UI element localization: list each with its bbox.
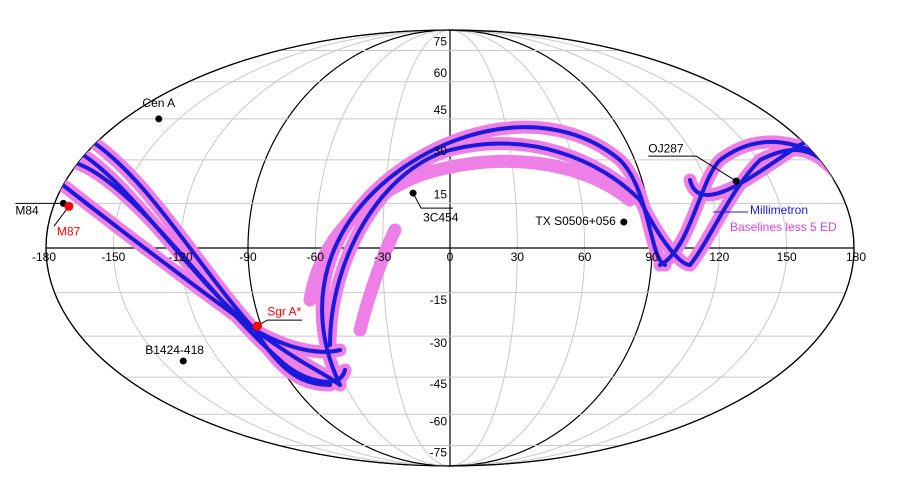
source-marker	[620, 218, 628, 226]
lon-tick-label: 60	[578, 250, 592, 264]
track-lines	[48, 125, 852, 387]
lon-tick-label: 90	[645, 250, 659, 264]
source-marker	[64, 201, 74, 211]
source-label: OJ287	[648, 141, 684, 155]
source-label: M87	[57, 224, 81, 238]
lat-tick-label: -45	[430, 377, 448, 391]
source-label: Sgr A*	[267, 304, 301, 318]
lon-tick-label: -60	[307, 250, 325, 264]
track-halo	[303, 154, 637, 307]
track	[58, 158, 347, 384]
lat-tick-label: -75	[430, 446, 448, 460]
source-label: M84	[15, 204, 39, 218]
legend: Millimetron Baselines less 5 ED	[713, 203, 837, 234]
track	[328, 141, 692, 347]
lon-tick-label: -120	[169, 250, 193, 264]
lat-tick-label: 15	[434, 188, 448, 202]
source-marker	[179, 357, 187, 365]
lat-tick-label: 75	[434, 35, 448, 49]
source-marker	[409, 189, 417, 197]
track	[658, 139, 852, 267]
graticule	[45, 29, 855, 467]
legend-label: Baselines less 5 ED	[730, 220, 837, 234]
lon-tick-label: 180	[846, 250, 866, 264]
lon-tick-label: 0	[447, 250, 454, 264]
source-label: B1424-418	[145, 343, 204, 357]
labels: -180 -150 -120 -90 -60 -30 0 30 60 90 120 150 180 75 6…	[32, 35, 866, 460]
track	[88, 138, 332, 387]
map-border	[45, 29, 855, 467]
source-marker	[732, 177, 740, 185]
lat-tick-label: 30	[434, 144, 448, 158]
lat-tick-label: -30	[430, 336, 448, 350]
source-marker	[155, 115, 163, 123]
lon-tick-label: 120	[709, 250, 729, 264]
source-label: 3C454	[423, 210, 459, 224]
source-label: Cen A	[142, 96, 175, 110]
lat-tick-label: -15	[430, 293, 448, 307]
legend-label: Millimetron	[750, 203, 808, 217]
sources: Cen A M84 M87 3C454 TX S0506+056 OJ287 Sgr A* B…	[15, 96, 740, 365]
lon-tick-label: 30	[511, 250, 525, 264]
leader-line	[412, 192, 454, 209]
lat-tick-label: -60	[430, 414, 448, 428]
source-label: TX S0506+056	[535, 214, 616, 228]
lon-tick-label: -30	[374, 250, 392, 264]
lat-tick-label: 60	[434, 66, 448, 80]
track-halo	[353, 223, 402, 337]
lon-tick-label: 150	[777, 250, 797, 264]
lon-tick-label: -180	[32, 250, 56, 264]
leader-line	[256, 319, 303, 327]
source-marker	[252, 321, 262, 331]
tracks	[46, 120, 854, 392]
leader-line	[648, 155, 737, 182]
lon-tick-label: -90	[239, 250, 257, 264]
lon-tick-label: -150	[101, 250, 125, 264]
lat-tick-label: 45	[434, 103, 448, 117]
